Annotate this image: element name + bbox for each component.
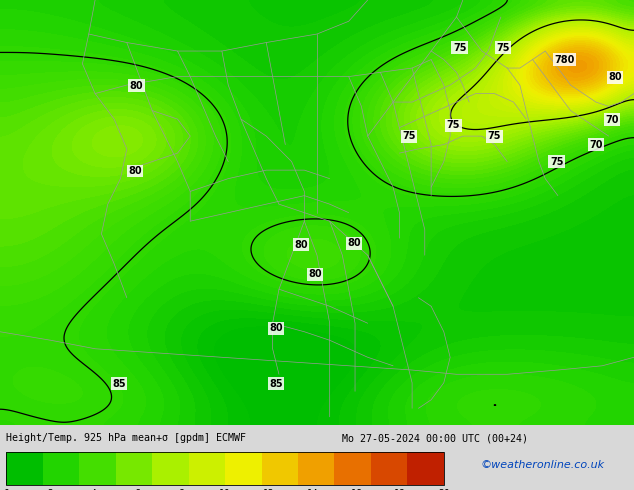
Bar: [407, 452, 444, 485]
Text: 10: 10: [219, 489, 231, 490]
Text: 2: 2: [47, 489, 53, 490]
Text: 75: 75: [402, 131, 416, 141]
Text: 80: 80: [269, 323, 283, 333]
Bar: [371, 452, 407, 485]
Bar: [79, 452, 115, 485]
Text: 80: 80: [129, 81, 143, 91]
Text: 6: 6: [134, 489, 141, 490]
Text: 80: 80: [294, 240, 308, 249]
Text: 0: 0: [3, 489, 10, 490]
Bar: [225, 452, 261, 485]
Text: 20: 20: [438, 489, 450, 490]
Text: 75: 75: [453, 43, 467, 52]
Text: 80: 80: [608, 73, 622, 82]
Text: 70: 70: [605, 115, 619, 125]
Bar: [42, 452, 79, 485]
Text: Mo 27-05-2024 00:00 UTC (00+24): Mo 27-05-2024 00:00 UTC (00+24): [342, 433, 528, 443]
Text: 80: 80: [347, 238, 361, 248]
Text: 75: 75: [488, 131, 501, 141]
Text: 16: 16: [351, 489, 362, 490]
Text: 12: 12: [263, 489, 275, 490]
Bar: [6, 452, 42, 485]
Text: 75: 75: [446, 121, 460, 130]
Bar: [298, 452, 334, 485]
Text: 4: 4: [91, 489, 97, 490]
Bar: [152, 452, 189, 485]
Text: ©weatheronline.co.uk: ©weatheronline.co.uk: [480, 461, 604, 470]
Bar: [335, 452, 371, 485]
Text: 14: 14: [307, 489, 318, 490]
Bar: [6, 452, 444, 485]
Text: 70: 70: [589, 140, 603, 149]
Text: Height/Temp. 925 hPa mean+σ [gpdm] ECMWF: Height/Temp. 925 hPa mean+σ [gpdm] ECMWF: [6, 433, 247, 443]
Bar: [261, 452, 298, 485]
Text: 80: 80: [308, 270, 322, 279]
Text: 80: 80: [128, 166, 142, 176]
Text: 75: 75: [550, 157, 564, 167]
Bar: [115, 452, 152, 485]
Bar: [189, 452, 225, 485]
Text: 75: 75: [496, 43, 510, 52]
Text: 780: 780: [554, 54, 574, 65]
Text: 85: 85: [269, 379, 283, 389]
Text: 18: 18: [394, 489, 406, 490]
Text: 8: 8: [178, 489, 184, 490]
Text: 85: 85: [112, 379, 126, 389]
